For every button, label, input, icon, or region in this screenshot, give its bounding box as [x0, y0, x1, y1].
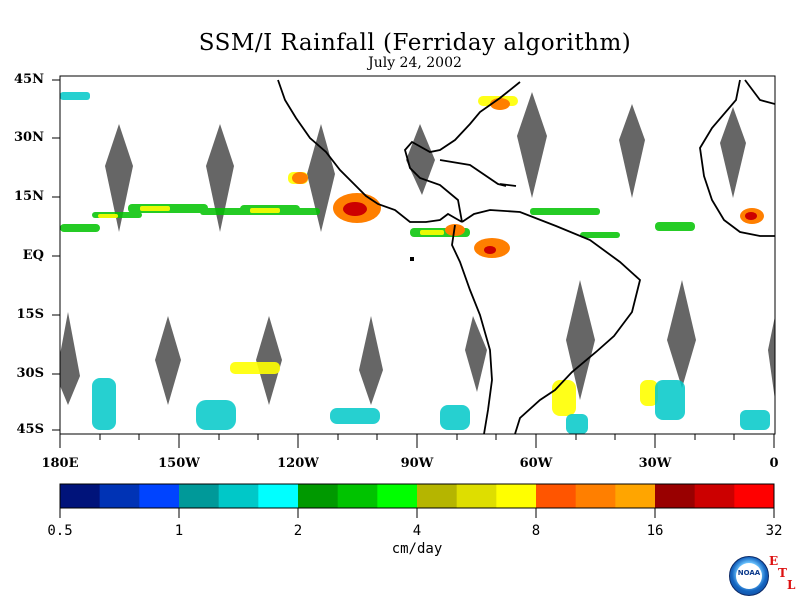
swath-gap: [406, 124, 435, 195]
lat-label-30n: 30N: [14, 130, 44, 145]
colorbar-tick-label: 16: [646, 523, 664, 539]
swath-gap: [619, 104, 645, 198]
swath-gap: [667, 280, 696, 388]
lat-label-45s: 45S: [16, 422, 44, 437]
colorbar-tick-label: 8: [531, 523, 541, 539]
lon-label-150w: 150W: [158, 456, 200, 471]
colorbar-cell: [575, 484, 616, 508]
swath-gap: [307, 124, 335, 232]
map-date: July 24, 2002: [368, 55, 462, 71]
colorbar-cell: [655, 484, 696, 508]
swath-gap: [465, 316, 487, 392]
south-america-west-coast: [451, 224, 493, 434]
swath-gap: [206, 124, 234, 232]
north-america-coast: [277, 79, 463, 223]
colorbar-cell: [694, 484, 735, 508]
lon-label-60w: 60W: [519, 456, 553, 471]
swath-gap: [768, 316, 775, 400]
colorbar-tick-label: 1: [174, 523, 184, 539]
lon-label-180e: 180E: [41, 456, 79, 471]
lat-label-30s: 30S: [16, 366, 44, 381]
swath-gap: [60, 312, 80, 405]
map-title: SSM/I Rainfall (Ferriday algorithm): [198, 30, 632, 56]
rain-areas: [60, 92, 770, 434]
colorbar-cell: [139, 484, 180, 508]
lat-label-eq: EQ: [22, 248, 44, 263]
europe-coast: [744, 79, 775, 105]
colorbar-cell: [496, 484, 537, 508]
colorbar: [59, 483, 775, 518]
lon-label-90w: 90W: [400, 456, 434, 471]
swath-gap: [359, 316, 383, 405]
swath-gap: [155, 316, 181, 405]
colorbar-cell: [337, 484, 378, 508]
lon-label-120w: 120W: [277, 456, 319, 471]
swath-gap: [105, 124, 133, 232]
moderate-rain: [98, 96, 658, 416]
colorbar-cell: [615, 484, 656, 508]
light-rain: [60, 92, 770, 434]
colorbar-units: cm/day: [391, 541, 443, 557]
colorbar-cell: [377, 484, 418, 508]
swath-gap: [256, 316, 282, 405]
noaa-logo: NOAA: [729, 556, 769, 596]
galapagos-island: [410, 257, 414, 261]
data-gap-swaths: [60, 92, 775, 405]
coastlines: [277, 79, 775, 434]
colorbar-cell: [298, 484, 339, 508]
lat-label-15s: 15S: [16, 307, 44, 322]
colorbar-cell: [60, 484, 101, 508]
very-heavy-rain: [343, 202, 757, 254]
lon-label-0: 0: [769, 456, 779, 471]
axis-ticks: [52, 79, 775, 448]
colorbar-cell: [99, 484, 140, 508]
cuba-island: [439, 159, 507, 187]
south-america-coast: [461, 209, 642, 434]
etl-letter-l: L: [787, 578, 796, 592]
colorbar-tick-label: 0.5: [47, 523, 73, 539]
hispaniola-island: [499, 183, 517, 187]
colorbar-cell: [536, 484, 577, 508]
colorbar-cell: [179, 484, 220, 508]
noaa-logo-text: NOAA: [737, 569, 761, 577]
colorbar-tick-label: 2: [293, 523, 303, 539]
etl-letter-e: E: [769, 554, 779, 568]
colorbar-tick-label: 4: [412, 523, 422, 539]
gulf-coast: [404, 81, 521, 223]
colorbar-cell: [456, 484, 497, 508]
colorbar-cell: [218, 484, 259, 508]
colorbar-cell: [734, 484, 775, 508]
swath-gap: [517, 92, 547, 198]
lat-label-15n: 15N: [14, 189, 44, 204]
etl-letter-t: T: [778, 566, 787, 580]
colorbar-tick-label: 32: [765, 523, 783, 539]
lon-label-30w: 30W: [638, 456, 672, 471]
swath-gap: [720, 107, 746, 198]
lat-label-45n: 45N: [14, 72, 44, 87]
colorbar-cell: [417, 484, 458, 508]
map-plot-area: [60, 79, 775, 434]
colorbar-cell: [258, 484, 299, 508]
africa-coast: [699, 79, 775, 237]
